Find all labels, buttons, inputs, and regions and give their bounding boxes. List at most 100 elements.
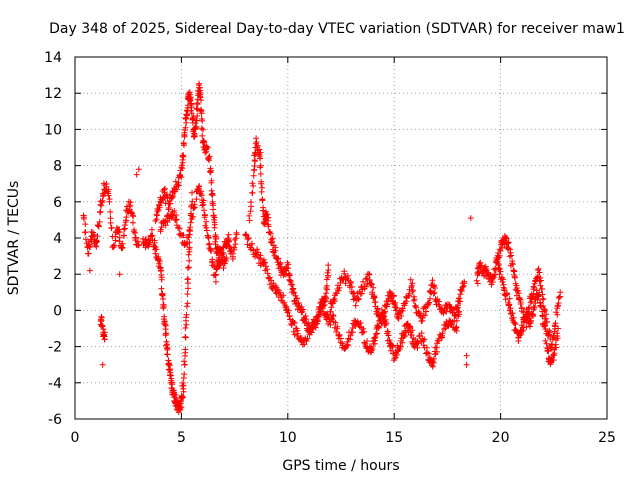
data-point [153, 246, 160, 253]
data-point [223, 258, 229, 264]
data-point [537, 282, 544, 289]
data-point [249, 180, 256, 187]
data-point [99, 361, 106, 368]
data-point [266, 274, 273, 281]
data-point [182, 334, 189, 341]
data-point [184, 291, 191, 297]
data-point [181, 358, 188, 365]
data-point [538, 303, 545, 310]
data-point [286, 272, 293, 279]
y-tick-labels: -6 -4 -2 0 2 4 6 8 10 12 14 [44, 50, 62, 428]
data-point [426, 354, 433, 361]
data-point [330, 313, 337, 319]
data-point [199, 202, 206, 209]
data-point [495, 260, 502, 267]
data-point [496, 271, 503, 278]
data-point [380, 309, 387, 316]
y-axis-label: SDTVAR / TECUs [6, 181, 22, 296]
data-point [397, 343, 404, 350]
data-point [277, 261, 284, 267]
data-point [194, 112, 201, 119]
data-point [203, 218, 210, 225]
data-point [258, 188, 265, 195]
data-point [213, 264, 220, 271]
data-point [407, 323, 414, 330]
data-point [181, 371, 188, 378]
data-point [395, 314, 401, 321]
data-point [528, 298, 535, 305]
data-point [523, 306, 530, 313]
data-point [329, 315, 336, 322]
data-point [191, 204, 197, 211]
data-point [156, 258, 163, 265]
data-point [82, 229, 89, 236]
data-point [290, 285, 297, 292]
data-point [181, 361, 188, 368]
data-point [320, 303, 327, 309]
data-point [225, 231, 232, 238]
data-point [421, 336, 428, 343]
data-point [496, 265, 503, 272]
data-point [191, 133, 198, 140]
data-point [409, 327, 416, 334]
data-point [200, 126, 206, 133]
data-point [328, 304, 335, 311]
data-point [512, 321, 519, 328]
data-point [186, 226, 193, 233]
data-point [308, 329, 315, 336]
data-point [98, 317, 105, 324]
data-point [107, 208, 114, 215]
data-point [155, 207, 162, 213]
data-point [95, 223, 102, 230]
data-point [342, 276, 349, 283]
data-point [180, 388, 187, 395]
data-point [232, 241, 239, 248]
y-tick-label: 2 [53, 267, 62, 283]
data-point [325, 262, 332, 269]
data-point [399, 339, 406, 346]
data-point [257, 171, 264, 177]
data-point [414, 344, 421, 351]
data-point [258, 178, 265, 185]
data-point [193, 105, 200, 112]
data-point [280, 292, 287, 299]
data-point [435, 301, 442, 308]
data-point [335, 287, 342, 294]
data-point [378, 319, 385, 326]
data-point [347, 332, 354, 339]
data-point [116, 234, 123, 241]
data-point [555, 300, 562, 306]
data-point [430, 290, 437, 297]
data-point [178, 404, 185, 411]
data-point [427, 295, 433, 302]
data-point [501, 286, 508, 292]
data-point [184, 265, 191, 271]
data-point [517, 301, 524, 307]
data-point [107, 219, 114, 226]
data-point [130, 219, 136, 226]
data-point [180, 394, 186, 401]
data-point [97, 208, 104, 215]
data-point [330, 296, 337, 303]
data-point [539, 313, 546, 320]
data-point [288, 278, 294, 285]
y-tick-label: -6 [48, 412, 62, 428]
data-point [500, 284, 507, 291]
data-point [172, 217, 179, 224]
data-point [398, 312, 405, 319]
data-point [259, 197, 266, 204]
data-point [190, 114, 197, 121]
data-point [294, 327, 301, 334]
data-point [410, 293, 417, 300]
data-point [261, 220, 268, 227]
data-point [188, 110, 195, 117]
data-point [191, 204, 198, 211]
data-point [245, 235, 252, 242]
data-point [554, 311, 561, 318]
data-point [467, 215, 474, 222]
data-point [275, 255, 282, 262]
data-point [224, 242, 231, 249]
data-point [345, 272, 351, 279]
data-point [370, 293, 377, 300]
data-point [248, 240, 255, 247]
